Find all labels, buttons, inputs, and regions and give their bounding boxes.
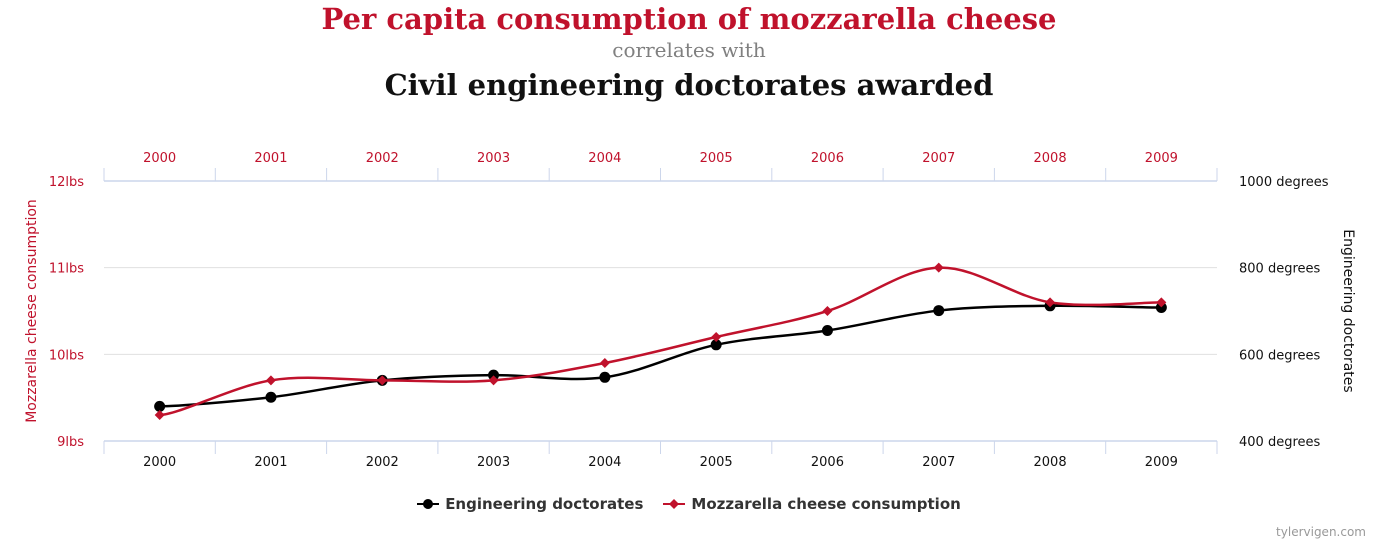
top-x-tick-label: 2002 — [366, 151, 399, 166]
left-tick-label: 12lbs — [49, 175, 84, 190]
mozzarella-data-point — [265, 375, 276, 386]
engineering-data-point — [488, 369, 500, 381]
top-x-tick-label: 2007 — [922, 151, 955, 166]
bottom-x-tick-label: 2009 — [1145, 455, 1178, 470]
top-x-tick-label: 2005 — [700, 151, 733, 166]
credit: tylervigen.com — [1276, 525, 1366, 539]
left-tick-label: 11lbs — [49, 262, 84, 277]
legend-item-engineering[interactable]: Engineering doctorates — [417, 495, 643, 513]
mozzarella-data-point — [1045, 297, 1056, 308]
right-tick-label: 800 degrees — [1239, 262, 1321, 277]
legend-item-mozzarella[interactable]: Mozzarella cheese consumption — [663, 495, 961, 513]
top-x-tick-label: 2000 — [143, 151, 176, 166]
bottom-x-tick-label: 2000 — [143, 455, 176, 470]
right-tick-label: 600 degrees — [1239, 348, 1321, 363]
mozzarella-data-point — [711, 332, 722, 342]
engineering-data-point — [710, 339, 722, 351]
engineering-data-point — [599, 371, 611, 383]
right-axis-label: Engineering doctorates — [1340, 229, 1356, 392]
mozzarella-data-point — [599, 358, 610, 368]
left-axis-label: Mozzarella cheese consumption — [24, 199, 40, 423]
bottom-x-tick-label: 2007 — [922, 455, 955, 470]
right-tick-label: 1000 degrees — [1239, 175, 1329, 190]
chart-subtitle: correlates with — [612, 38, 766, 62]
mozzarella-data-point — [488, 375, 499, 386]
engineering-data-point — [933, 305, 945, 317]
bottom-x-tick-label: 2002 — [366, 455, 399, 470]
bottom-x-tick-label: 2001 — [254, 455, 287, 470]
mozzarella-data-point — [1156, 297, 1167, 308]
chart-title-2: Civil engineering doctorates awarded — [384, 68, 994, 102]
engineering-data-point — [154, 400, 166, 412]
bottom-x-tick-label: 2005 — [700, 455, 733, 470]
right-tick-label: 400 degrees — [1239, 435, 1321, 450]
bottom-x-tick-label: 2004 — [588, 455, 621, 470]
top-x-tick-label: 2003 — [477, 151, 510, 166]
top-x-tick-label: 2008 — [1034, 151, 1067, 166]
mozzarella-data-point — [154, 410, 165, 420]
chart-title: Per capita consumption of mozzarella che… — [321, 2, 1057, 36]
mozzarella-data-point — [933, 262, 944, 273]
bottom-x-tick-label: 2008 — [1034, 455, 1067, 470]
left-tick-label: 9lbs — [57, 435, 84, 450]
engineering-data-point — [265, 391, 277, 403]
legend-label: Mozzarella cheese consumption — [691, 495, 961, 513]
top-x-tick-label: 2001 — [254, 151, 287, 166]
top-x-tick-label: 2009 — [1145, 151, 1178, 166]
legend-label: Engineering doctorates — [445, 495, 644, 513]
bottom-x-tick-label: 2006 — [811, 455, 844, 470]
mozzarella-series-line — [159, 266, 1162, 417]
left-tick-label: 10lbs — [49, 348, 84, 363]
bottom-x-tick-label: 2003 — [477, 455, 510, 470]
engineering-data-point — [821, 325, 833, 336]
legend: Engineering doctorates Mozzarella cheese… — [0, 495, 1378, 513]
top-x-tick-label: 2006 — [811, 151, 844, 166]
top-x-tick-label: 2004 — [588, 151, 621, 166]
engineering-series-line — [159, 304, 1162, 408]
engineering-data-point — [1155, 302, 1167, 314]
mozzarella-data-point — [377, 375, 388, 386]
mozzarella-data-point — [822, 306, 833, 316]
